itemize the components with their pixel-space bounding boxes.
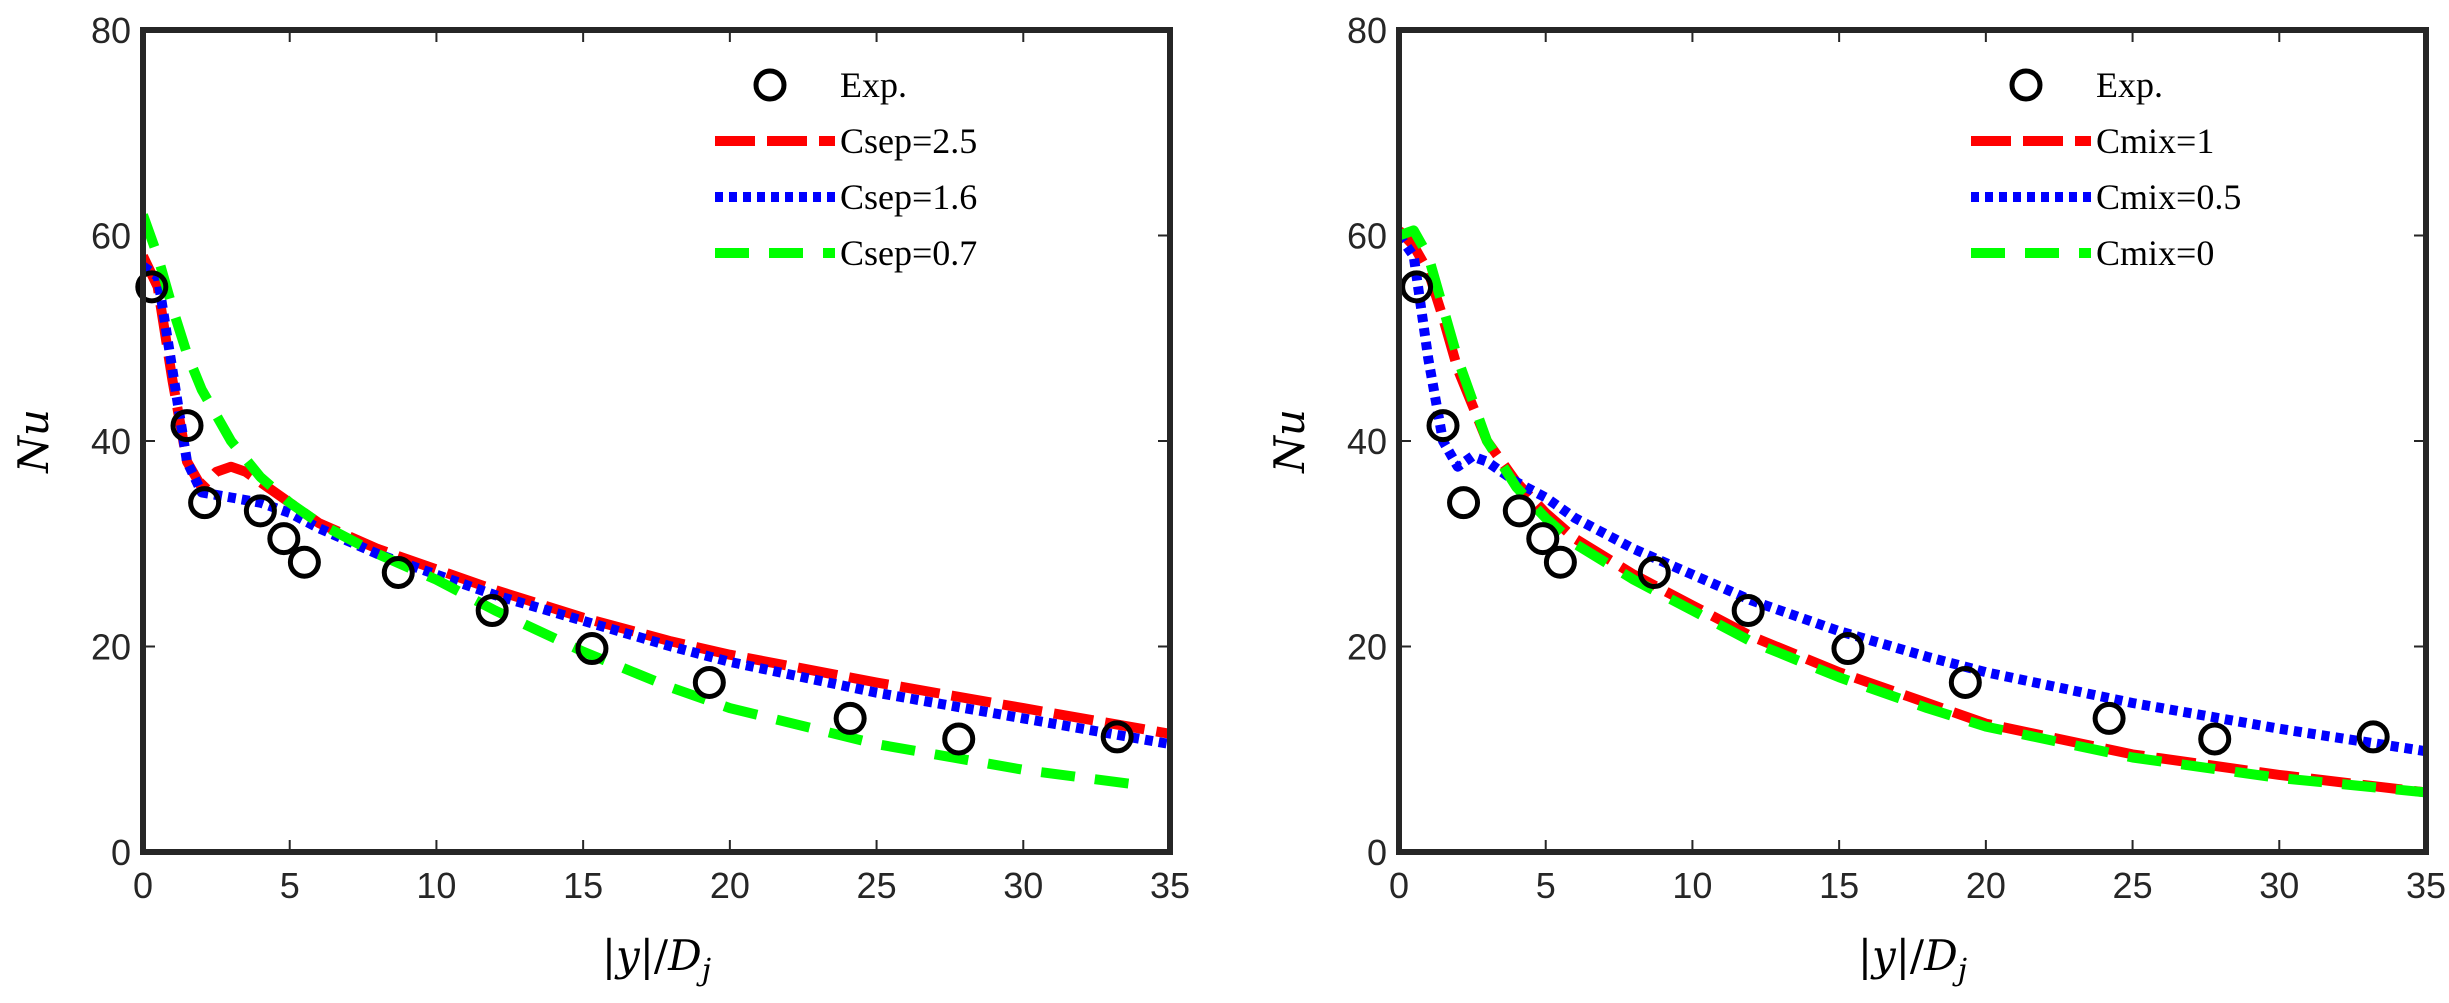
series-group <box>143 213 1170 791</box>
x-tick-label: 0 <box>133 865 153 906</box>
x-tick-label: 5 <box>1536 865 1556 906</box>
y-tick-label: 60 <box>1347 216 1387 257</box>
exp-marker <box>1637 556 1671 590</box>
chart-panel-left: 0 5 10 15 20 25 30 35 0 20 40 60 80 Exp. Csep=2.5 Csep=… <box>9 10 1190 988</box>
y-tick-label: 20 <box>1347 627 1387 668</box>
exp-marker <box>2356 720 2390 754</box>
x-tick-label: 10 <box>1672 865 1712 906</box>
legend-label: Csep=0.7 <box>840 233 977 273</box>
exp-marker <box>135 270 169 304</box>
exp-marker <box>1447 486 1481 520</box>
exp-marker <box>1426 409 1460 443</box>
exp-marker <box>1100 720 1134 754</box>
y-tick-label: 0 <box>1367 832 1387 873</box>
exp-marker <box>243 494 277 528</box>
exp-marker <box>188 486 222 520</box>
x-tick-label: 30 <box>1003 865 1043 906</box>
x-tick-label: 30 <box>2259 865 2299 906</box>
axes-box <box>1396 27 2429 855</box>
legend-marker-exp <box>2009 68 2043 102</box>
exp-marker <box>692 665 726 699</box>
y-tick-label: 60 <box>91 216 131 257</box>
chart-panel-right: 0 5 10 15 20 25 30 35 0 20 40 60 80 Exp. Cmix=1 Cmix=0.… <box>1265 10 2446 988</box>
exp-marker <box>1400 270 1434 304</box>
x-tick-label: 10 <box>416 865 456 906</box>
exp-marker <box>1948 665 1982 699</box>
exp-marker <box>1502 494 1536 528</box>
y-tick-label: 40 <box>91 421 131 462</box>
exp-marker <box>267 522 301 556</box>
x-tick-label: 20 <box>710 865 750 906</box>
legend-label: Csep=2.5 <box>840 121 977 161</box>
exp-marker <box>575 632 609 666</box>
y-tick-label: 80 <box>1347 10 1387 51</box>
y-axis-label: Nu <box>1265 409 1314 474</box>
x-tick-label: 25 <box>857 865 897 906</box>
y-tick-label: 80 <box>91 10 131 51</box>
x-tick-label: 25 <box>2113 865 2153 906</box>
legend-label: Cmix=0.5 <box>2096 177 2241 217</box>
x-axis-label: |y|/Dj <box>1858 931 1967 988</box>
exp-marker <box>1831 632 1865 666</box>
legend-label: Cmix=1 <box>2096 121 2214 161</box>
exp-marker <box>942 722 976 756</box>
y-axis-label: Nu <box>9 409 58 474</box>
legend-label-exp: Exp. <box>840 65 907 105</box>
legend-label: Cmix=0 <box>2096 233 2214 273</box>
legend-label-exp: Exp. <box>2096 65 2163 105</box>
legend-label: Csep=1.6 <box>840 177 977 217</box>
series-line-cmix-0 <box>1399 225 2426 798</box>
y-tick-label: 40 <box>1347 421 1387 462</box>
exp-marker <box>833 701 867 735</box>
x-tick-label: 0 <box>1389 865 1409 906</box>
exp-marker <box>2092 701 2126 735</box>
exp-marker <box>2198 722 2232 756</box>
exp-marker <box>1526 522 1560 556</box>
exp-marker <box>287 545 321 579</box>
x-tick-label: 15 <box>563 865 603 906</box>
series-line-csep-0-7 <box>143 213 1142 791</box>
exp-marker <box>1731 594 1765 628</box>
exp-marker <box>170 409 204 443</box>
axes-box <box>140 27 1173 855</box>
y-tick-label: 0 <box>111 832 131 873</box>
x-tick-label: 35 <box>2406 865 2446 906</box>
exp-marker <box>381 556 415 590</box>
x-tick-label: 5 <box>280 865 300 906</box>
y-tick-label: 20 <box>91 627 131 668</box>
exp-marker <box>1543 545 1577 579</box>
x-tick-label: 20 <box>1966 865 2006 906</box>
legend-marker-exp <box>753 68 787 102</box>
exp-marker <box>475 594 509 628</box>
x-tick-label: 15 <box>1819 865 1859 906</box>
x-tick-label: 35 <box>1150 865 1190 906</box>
x-axis-label: |y|/Dj <box>602 931 711 988</box>
